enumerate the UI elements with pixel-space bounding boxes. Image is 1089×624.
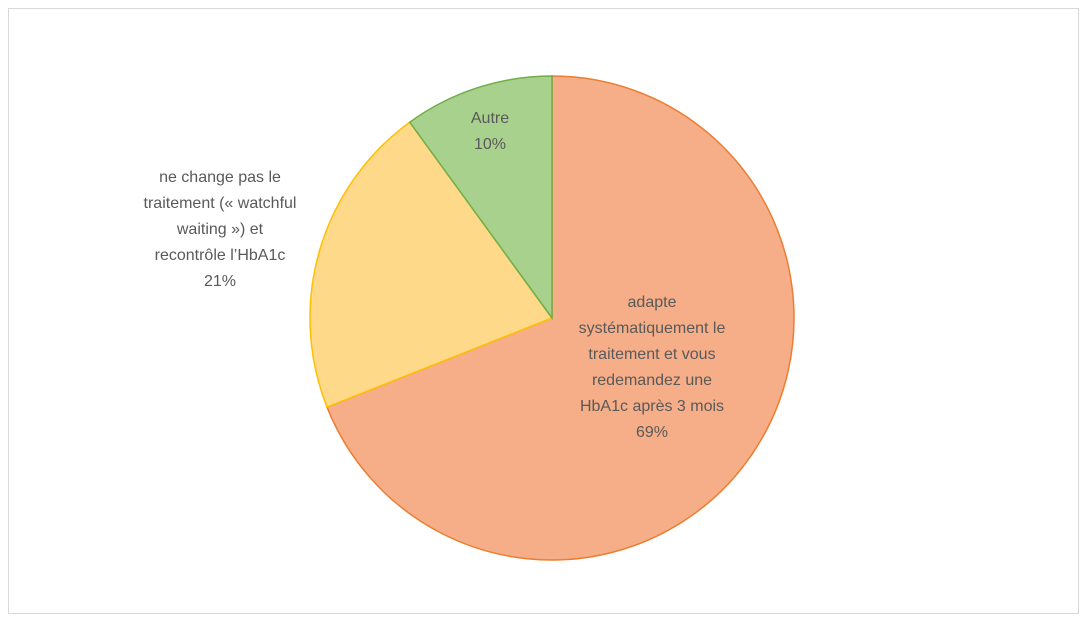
percent-label: 69% [635,424,669,441]
percent-label: 21% [203,273,237,290]
data-label: adapte systématiquement le traitement et… [577,290,727,446]
category-label: ne change pas le traitement (« watchful … [143,169,297,264]
percent-label: 10% [473,136,507,153]
data-label: Autre 10% [450,106,530,158]
chart-frame [8,8,1079,614]
category-label: adapte systématiquement le traitement et… [578,294,726,415]
pie-slice [408,75,553,321]
data-label: ne change pas le traitement (« watchful … [140,165,300,295]
pie-slice [326,75,795,561]
pie-slice [309,121,554,409]
category-label: Autre [470,110,510,127]
